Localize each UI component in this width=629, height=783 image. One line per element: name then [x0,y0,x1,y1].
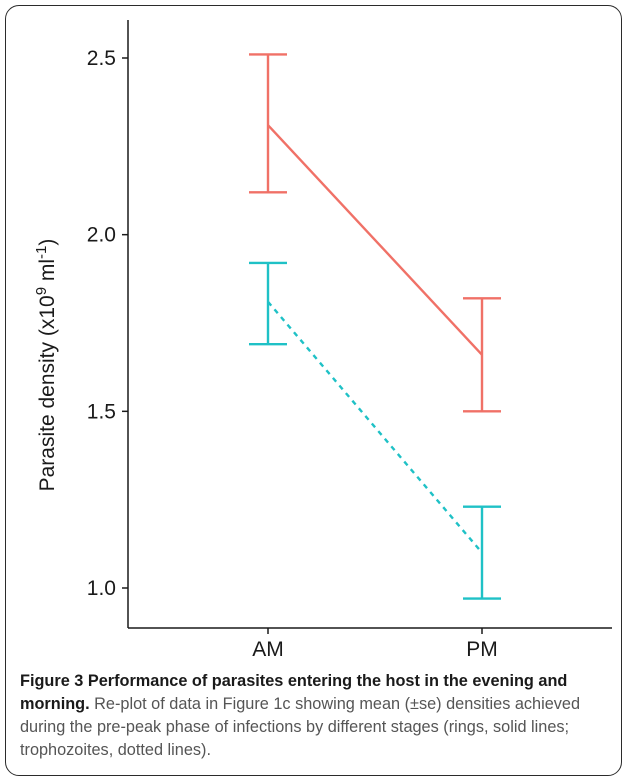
error-bar [463,505,501,600]
y-tick-label: 1.0 [87,577,116,600]
x-tick-label: AM [252,638,284,661]
series-line [267,301,483,554]
y-tick-label: 2.0 [87,224,116,247]
y-tick-label: 1.5 [87,400,116,423]
figure-frame [5,5,622,776]
chart-axes: 1.0 1.5 2.0 2.5 AM PM [87,20,612,661]
x-tick-label: PM [466,638,498,661]
chart-plot: 1.0 1.5 2.0 2.5 AM PM Parasite density (x109 … [33,20,612,661]
caption-title: Figure 3 Performance of parasites enteri… [20,672,568,713]
y-axis-label: Parasite density (x109 ml-1) [33,239,59,492]
error-bar [463,297,501,413]
figure-caption: Figure 3 Performance of parasites enteri… [20,670,616,762]
series-line [267,124,483,356]
error-bar [249,261,287,346]
y-tick-label: 2.5 [87,47,116,70]
chart-marks [249,53,501,600]
error-bar [249,53,287,194]
caption-text: Re-plot of data in Figure 1c showing mea… [20,695,581,759]
